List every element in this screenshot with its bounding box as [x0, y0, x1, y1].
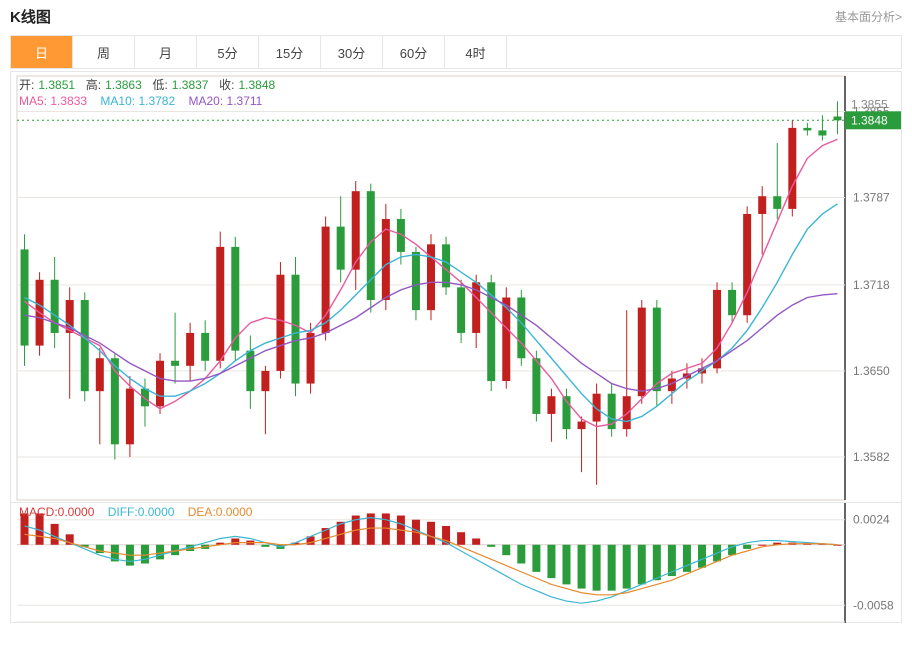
- tab-60分[interactable]: 60分: [383, 36, 445, 68]
- svg-text:1.3848: 1.3848: [851, 113, 888, 127]
- ma-readout: MA5: 1.3833 MA10: 1.3782 MA20: 1.3711: [19, 94, 272, 108]
- svg-text:1.3582: 1.3582: [853, 450, 890, 464]
- candlestick-chart[interactable]: 开:1.3851 高:1.3863 低:1.3837 收:1.3848 MA5:…: [10, 71, 902, 503]
- macd-chart[interactable]: MACD:0.0000 DIFF:0.0000 DEA:0.0000 -0.00…: [10, 503, 902, 623]
- timeframe-tabs: 日周月5分15分30分60分4时: [10, 35, 902, 69]
- tab-日[interactable]: 日: [11, 36, 73, 68]
- svg-text:1.3855: 1.3855: [851, 97, 888, 111]
- svg-text:1.3650: 1.3650: [853, 364, 890, 378]
- tab-15分[interactable]: 15分: [259, 36, 321, 68]
- svg-text:-0.0058: -0.0058: [853, 598, 894, 612]
- ohlc-readout: 开:1.3851 高:1.3863 低:1.3837 收:1.3848: [19, 76, 279, 93]
- tab-30分[interactable]: 30分: [321, 36, 383, 68]
- svg-text:1.3787: 1.3787: [853, 191, 890, 205]
- macd-readout: MACD:0.0000 DIFF:0.0000 DEA:0.0000: [19, 505, 262, 519]
- analysis-link[interactable]: 基本面分析>: [835, 8, 902, 25]
- tab-月[interactable]: 月: [135, 36, 197, 68]
- tab-4时[interactable]: 4时: [445, 36, 507, 68]
- page-title: K线图: [10, 6, 51, 27]
- tab-周[interactable]: 周: [73, 36, 135, 68]
- tab-5分[interactable]: 5分: [197, 36, 259, 68]
- svg-text:1.3718: 1.3718: [853, 278, 890, 292]
- svg-text:0.0024: 0.0024: [853, 513, 890, 527]
